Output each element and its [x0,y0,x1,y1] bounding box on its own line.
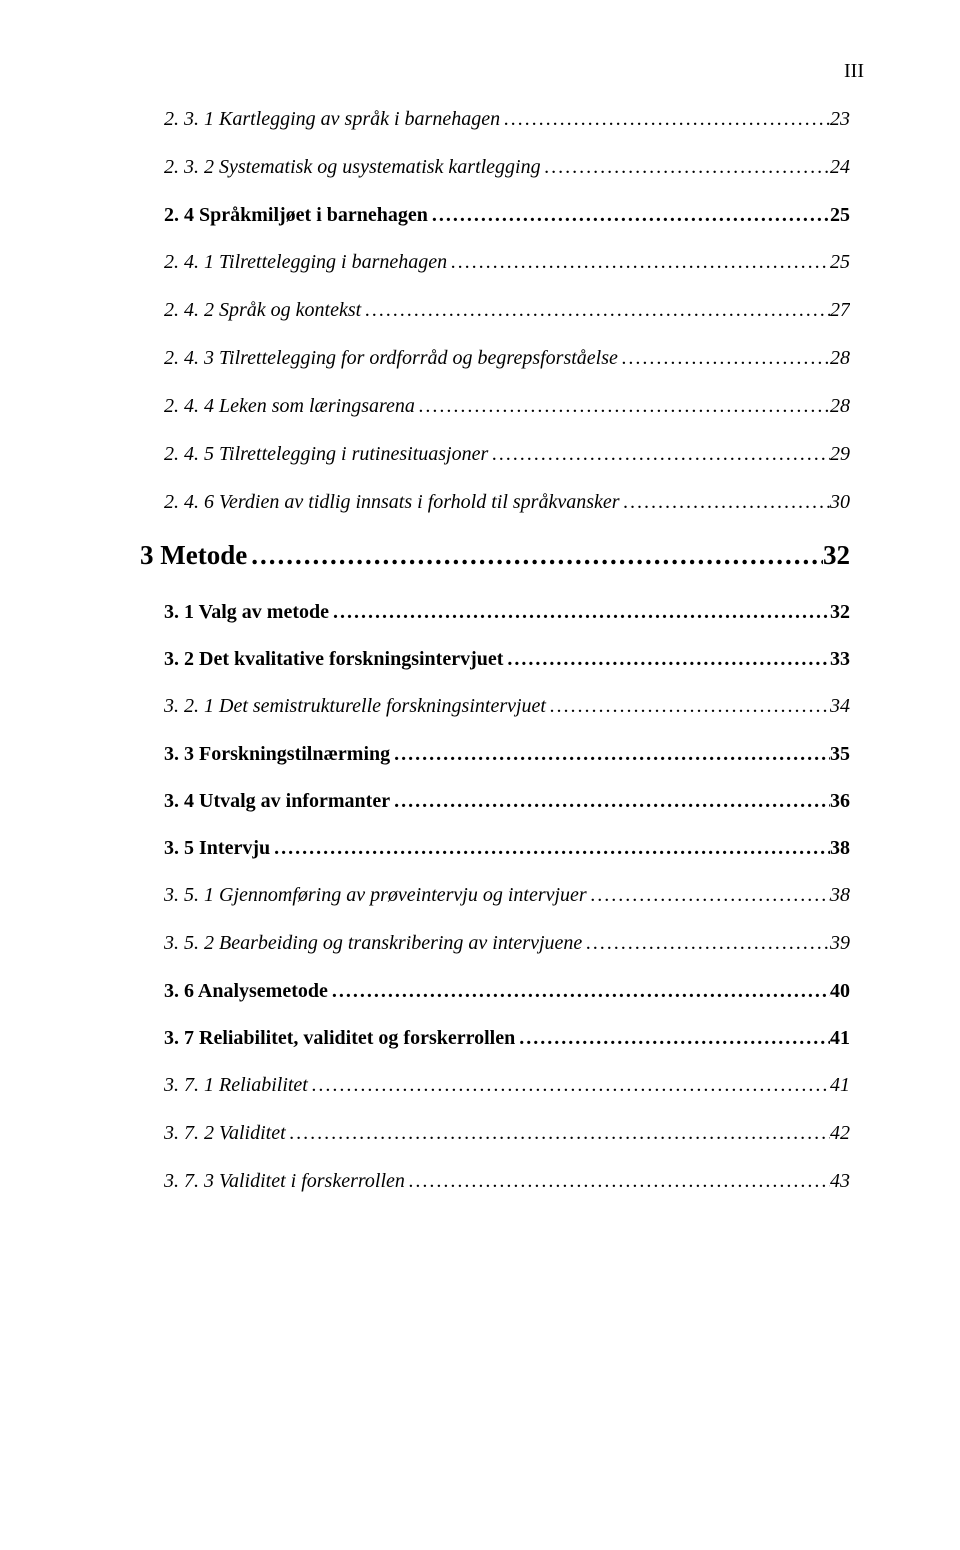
toc-page: 40 [830,980,850,1003]
toc-page: 33 [830,648,850,671]
toc-leader [541,156,830,179]
toc-page: 41 [830,1027,850,1050]
toc-entry: 3. 7 Reliabilitet, validitet og forskerr… [164,1027,850,1050]
toc-entry: 2. 4 Språkmiljøet i barnehagen 25 [164,204,850,227]
toc-label: 2. 4. 2 Språk og kontekst [164,299,361,322]
toc-entry: 3. 7. 3 Validitet i forskerrollen 43 [164,1170,850,1193]
table-of-contents: 2. 3. 1 Kartlegging av språk i barnehage… [140,108,850,1193]
toc-label: 3. 3 Forskningstilnærming [164,743,390,766]
toc-entry: 3. 2. 1 Det semistrukturelle forskningsi… [164,695,850,718]
toc-label: 3. 6 Analysemetode [164,980,328,1003]
toc-label: 2. 4. 4 Leken som læringsarena [164,395,415,418]
toc-page: 41 [830,1074,850,1097]
toc-label: 3. 7. 2 Validitet [164,1122,286,1145]
toc-leader [405,1170,830,1193]
toc-page: 34 [830,695,850,718]
toc-entry: 2. 4. 4 Leken som læringsarena 28 [164,395,850,418]
toc-leader [329,601,830,624]
toc-leader [361,299,830,322]
toc-page: 38 [830,884,850,907]
toc-page: 27 [830,299,850,322]
toc-label: 3 Metode [140,540,247,571]
toc-page: 25 [830,251,850,274]
toc-label: 3. 2 Det kvalitative forskningsintervjue… [164,648,503,671]
toc-entry: 2. 3. 1 Kartlegging av språk i barnehage… [164,108,850,131]
toc-leader [415,395,830,418]
toc-label: 3. 5. 2 Bearbeiding og transkribering av… [164,932,582,955]
toc-entry: 3. 5. 1 Gjennomføring av prøveintervju o… [164,884,850,907]
toc-entry: 3. 7. 2 Validitet 42 [164,1122,850,1145]
toc-leader [390,790,830,813]
toc-leader [390,743,830,766]
toc-leader [620,491,830,514]
toc-page: 25 [830,204,850,227]
toc-entry: 2. 4. 6 Verdien av tidlig innsats i forh… [164,491,850,514]
toc-page: 29 [830,443,850,466]
toc-page: 24 [830,156,850,179]
toc-label: 2. 4. 6 Verdien av tidlig innsats i forh… [164,491,620,514]
toc-label: 2. 4. 1 Tilrettelegging i barnehagen [164,251,447,274]
toc-leader [503,648,830,671]
toc-leader [270,837,830,860]
toc-page: 32 [823,540,850,571]
toc-page: 28 [830,395,850,418]
toc-label: 2. 3. 2 Systematisk og usystematisk kart… [164,156,541,179]
toc-label: 2. 4. 5 Tilrettelegging i rutinesituasjo… [164,443,488,466]
toc-entry: 2. 3. 2 Systematisk og usystematisk kart… [164,156,850,179]
toc-entry: 3. 7. 1 Reliabilitet 41 [164,1074,850,1097]
toc-page: 39 [830,932,850,955]
toc-entry: 3 Metode 32 [140,540,850,571]
toc-leader [488,443,830,466]
toc-page: 38 [830,837,850,860]
toc-entry: 2. 4. 2 Språk og kontekst 27 [164,299,850,322]
toc-leader [447,251,830,274]
toc-leader [328,980,830,1003]
toc-entry: 3. 3 Forskningstilnærming 35 [164,743,850,766]
toc-leader [546,695,830,718]
toc-page: 43 [830,1170,850,1193]
toc-entry: 3. 1 Valg av metode 32 [164,601,850,624]
toc-page: 42 [830,1122,850,1145]
toc-page: 23 [830,108,850,131]
toc-label: 3. 5 Intervju [164,837,270,860]
toc-page: 35 [830,743,850,766]
toc-page: 36 [830,790,850,813]
toc-label: 3. 7. 1 Reliabilitet [164,1074,308,1097]
toc-label: 2. 4. 3 Tilrettelegging for ordforråd og… [164,347,618,370]
toc-page: 30 [830,491,850,514]
toc-leader [247,540,823,571]
toc-label: 3. 7. 3 Validitet i forskerrollen [164,1170,405,1193]
toc-label: 3. 1 Valg av metode [164,601,329,624]
toc-entry: 3. 5 Intervju 38 [164,837,850,860]
toc-label: 2. 3. 1 Kartlegging av språk i barnehage… [164,108,500,131]
toc-entry: 3. 6 Analysemetode 40 [164,980,850,1003]
toc-leader [587,884,830,907]
toc-entry: 3. 5. 2 Bearbeiding og transkribering av… [164,932,850,955]
toc-label: 2. 4 Språkmiljøet i barnehagen [164,204,428,227]
toc-leader [500,108,830,131]
toc-entry: 2. 4. 3 Tilrettelegging for ordforråd og… [164,347,850,370]
toc-page: 28 [830,347,850,370]
toc-leader [428,204,830,227]
toc-entry: 3. 4 Utvalg av informanter 36 [164,790,850,813]
toc-leader [286,1122,830,1145]
toc-leader [308,1074,830,1097]
toc-leader [582,932,830,955]
toc-entry: 3. 2 Det kvalitative forskningsintervjue… [164,648,850,671]
page-number: III [844,60,864,83]
toc-label: 3. 5. 1 Gjennomføring av prøveintervju o… [164,884,587,907]
toc-label: 3. 7 Reliabilitet, validitet og forskerr… [164,1027,515,1050]
toc-leader [618,347,830,370]
toc-label: 3. 4 Utvalg av informanter [164,790,390,813]
toc-page: 32 [830,601,850,624]
toc-leader [515,1027,830,1050]
toc-label: 3. 2. 1 Det semistrukturelle forskningsi… [164,695,546,718]
toc-entry: 2. 4. 1 Tilrettelegging i barnehagen 25 [164,251,850,274]
toc-entry: 2. 4. 5 Tilrettelegging i rutinesituasjo… [164,443,850,466]
